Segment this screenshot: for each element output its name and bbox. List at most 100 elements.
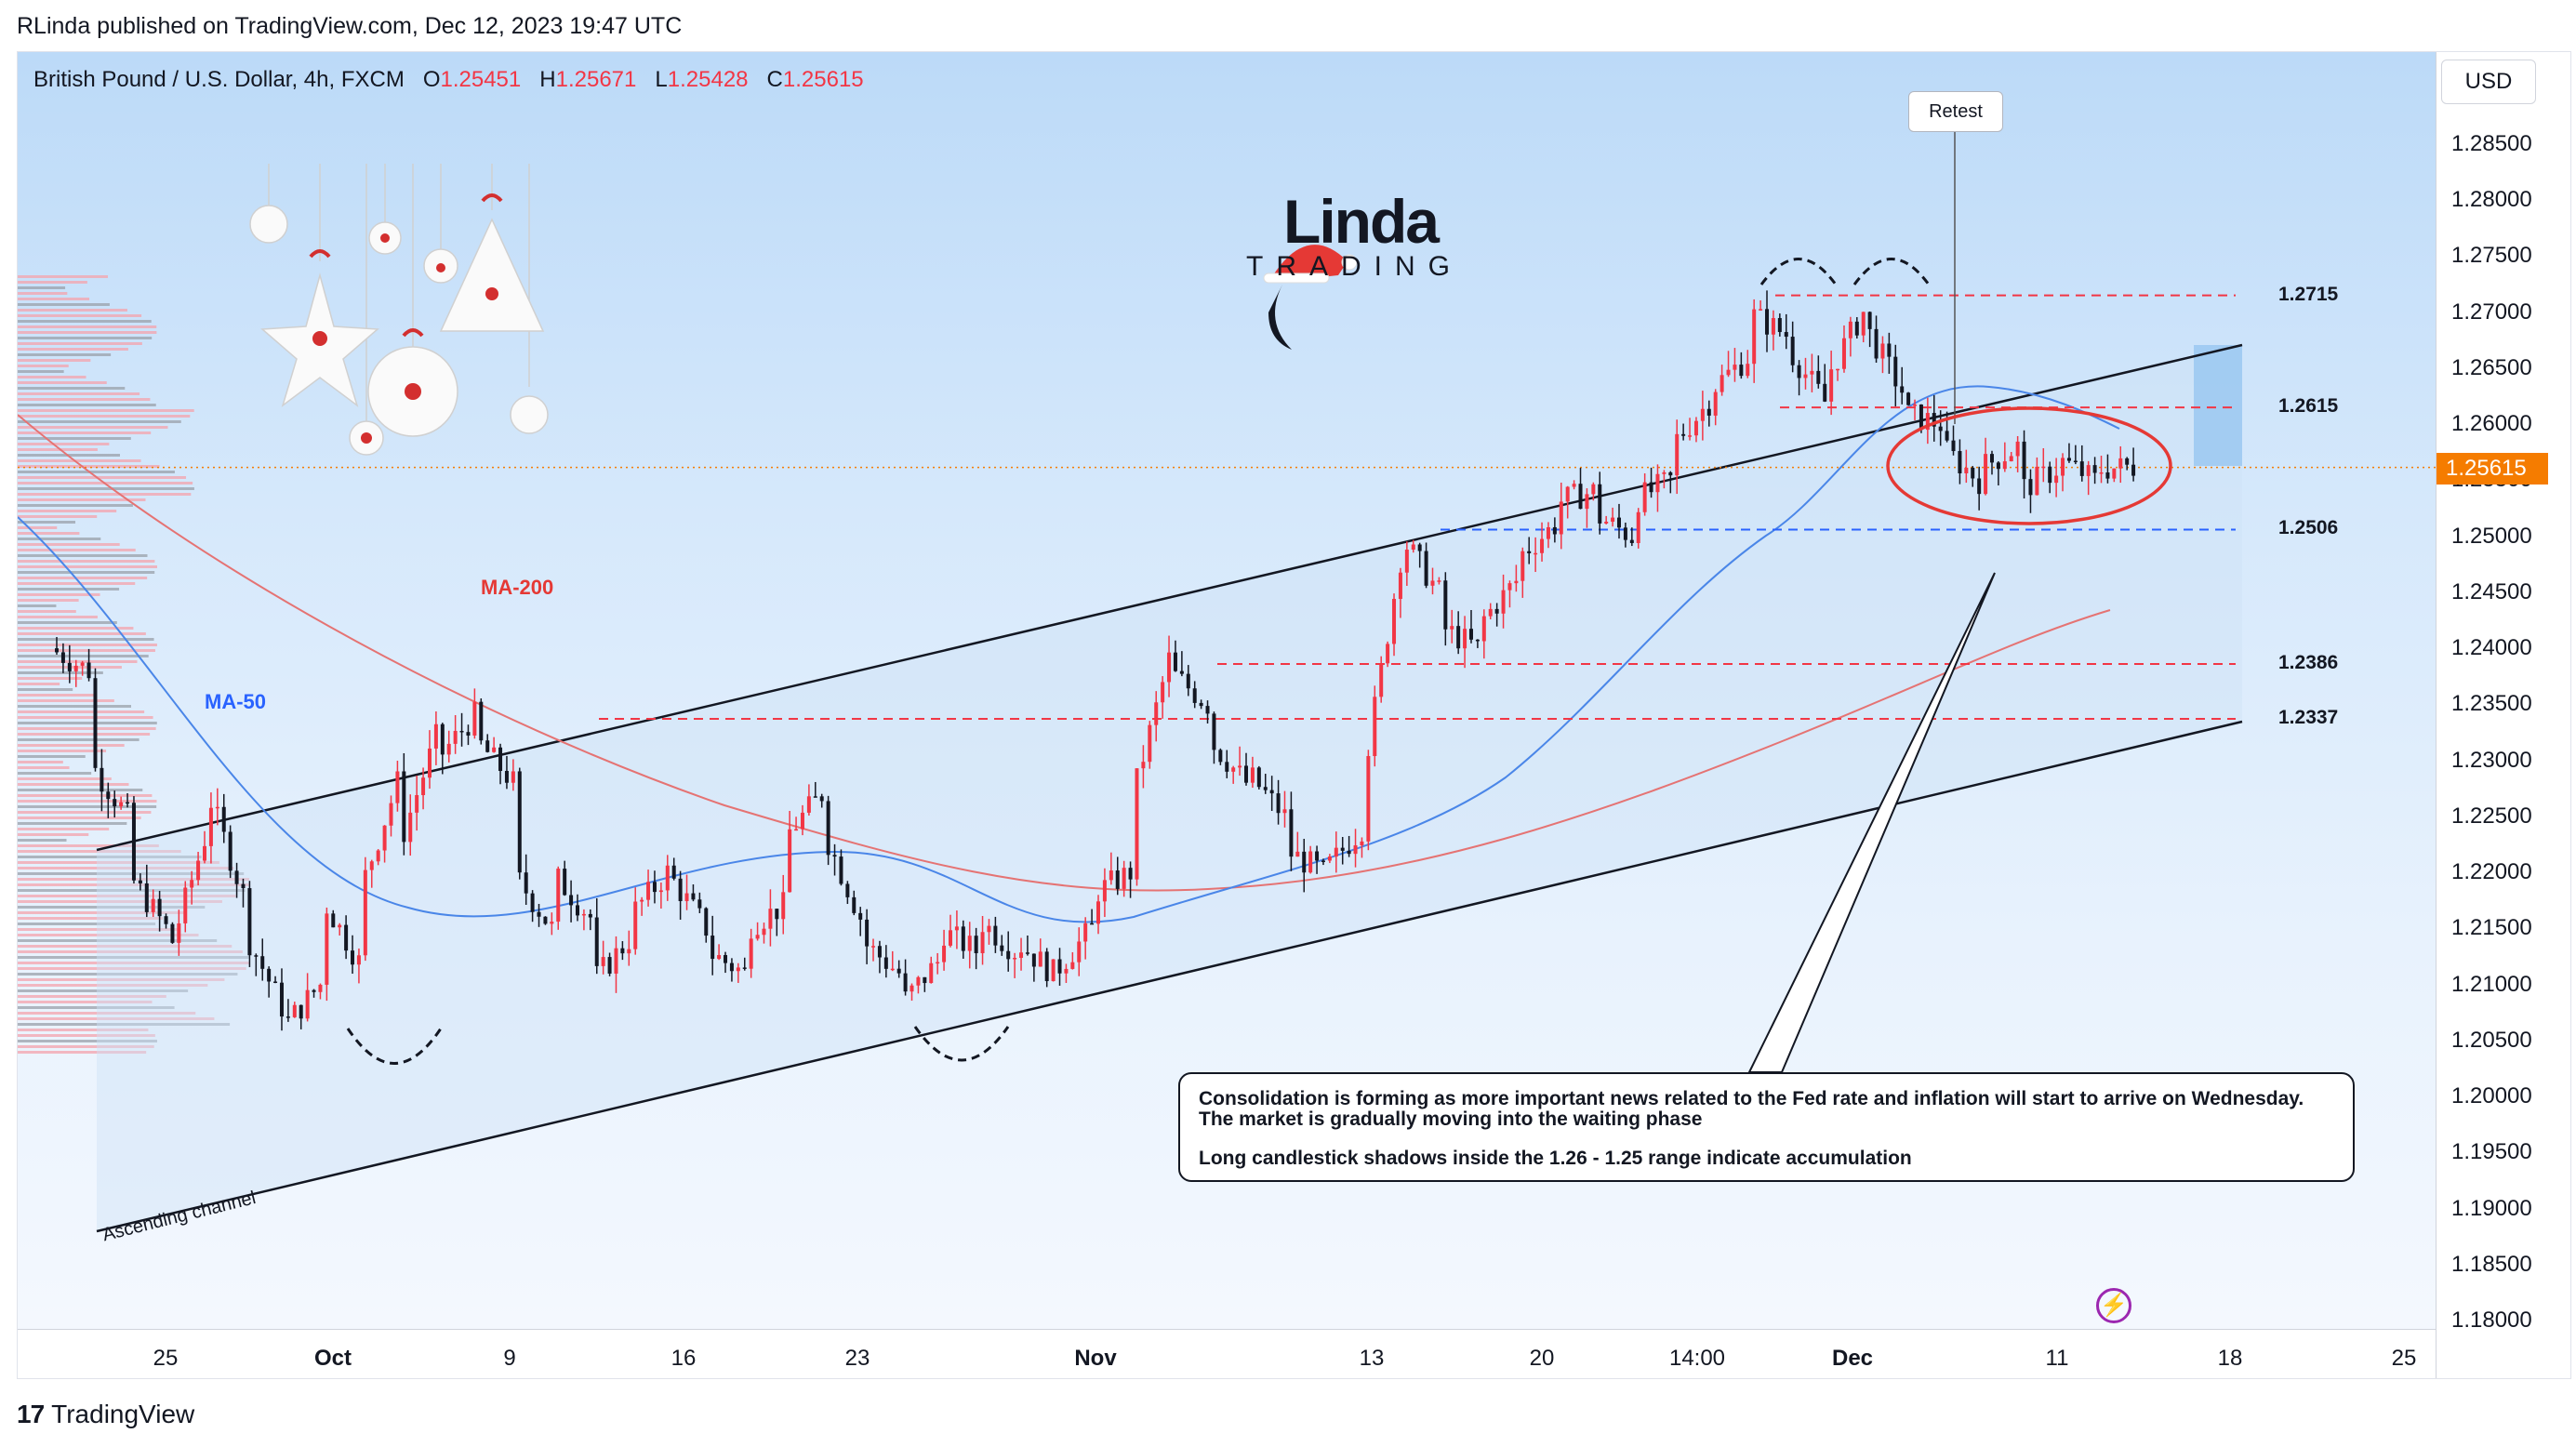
candle-body bbox=[717, 955, 722, 960]
candle-body bbox=[1463, 629, 1467, 649]
candle-body bbox=[247, 888, 252, 956]
volume-profile-bar bbox=[18, 660, 138, 663]
volume-profile-bar bbox=[18, 722, 157, 724]
candle-body bbox=[279, 982, 284, 1017]
bottom-arc-1 bbox=[346, 1028, 443, 1065]
candle-body bbox=[2112, 468, 2117, 479]
volume-profile-bar bbox=[18, 939, 218, 942]
candle-body bbox=[351, 950, 355, 965]
candle-body bbox=[1668, 471, 1673, 476]
candles bbox=[55, 290, 2136, 1031]
footer-brand[interactable]: 17 TradingView bbox=[17, 1400, 194, 1429]
candle-body bbox=[896, 968, 901, 974]
candle-body bbox=[1836, 368, 1840, 371]
close-key: C bbox=[766, 67, 783, 92]
volume-profile-bar bbox=[18, 582, 136, 585]
candle-body bbox=[1057, 959, 1062, 974]
candle-body bbox=[1141, 762, 1146, 769]
candle-body bbox=[1759, 309, 1763, 311]
candle-body bbox=[993, 925, 998, 946]
candle-body bbox=[942, 945, 947, 962]
volume-profile-bar bbox=[18, 649, 155, 652]
candle-body bbox=[1552, 526, 1557, 535]
volume-profile-bar bbox=[18, 683, 60, 685]
candle-body bbox=[2073, 460, 2078, 463]
candle-body bbox=[1623, 527, 1627, 540]
candle-body bbox=[916, 976, 921, 986]
candle-body bbox=[1527, 551, 1532, 553]
volume-profile-bar bbox=[18, 1051, 147, 1054]
candle-body bbox=[1250, 767, 1255, 783]
candle-body bbox=[736, 967, 740, 972]
candle-body bbox=[1122, 868, 1126, 889]
volume-profile-bar bbox=[18, 577, 148, 579]
candle-body bbox=[60, 652, 65, 663]
candle-body bbox=[1642, 482, 1647, 512]
volume-profile-bar bbox=[18, 314, 142, 317]
candle-body bbox=[1167, 652, 1172, 683]
candle-body bbox=[1520, 551, 1525, 581]
candle-body bbox=[2028, 479, 2033, 496]
candle-body bbox=[1803, 374, 1808, 378]
candle-body bbox=[684, 893, 689, 901]
published-line: RLinda published on TradingView.com, Dec… bbox=[17, 13, 683, 39]
time-tick: Dec bbox=[1831, 1346, 1874, 1371]
candle-body bbox=[492, 747, 497, 752]
candle-body bbox=[1404, 550, 1409, 573]
candle-body bbox=[903, 973, 908, 992]
candle-body bbox=[1494, 608, 1499, 614]
consolidation-ellipse bbox=[1886, 406, 2172, 525]
candle-body bbox=[923, 976, 927, 984]
candle-body bbox=[1148, 724, 1152, 763]
candle-body bbox=[1540, 538, 1545, 553]
candle-body bbox=[221, 806, 226, 832]
ma-200-line bbox=[18, 414, 2111, 892]
volume-profile-bar bbox=[18, 381, 107, 384]
candle-body bbox=[678, 878, 683, 901]
retest-label: Retest bbox=[1908, 91, 2003, 132]
candle-body bbox=[1971, 467, 1975, 479]
candle-body bbox=[1681, 433, 1686, 436]
candle-body bbox=[1996, 462, 2000, 470]
volume-profile-bar bbox=[18, 956, 249, 959]
chart-svg[interactable] bbox=[18, 52, 2436, 1329]
level-label: 1.2506 bbox=[2278, 517, 2339, 539]
volume-profile-bar bbox=[18, 526, 58, 529]
volume-profile-bar bbox=[18, 565, 157, 568]
candle-body bbox=[1340, 847, 1345, 851]
candle-body bbox=[1315, 851, 1320, 861]
candle-body bbox=[1726, 369, 1731, 376]
candle-body bbox=[1481, 616, 1486, 642]
candle-body bbox=[1000, 945, 1004, 951]
candle-body bbox=[1823, 383, 1827, 402]
time-tick: 18 bbox=[2217, 1346, 2243, 1371]
candle-body bbox=[1321, 860, 1325, 862]
volume-profile-bar bbox=[18, 515, 98, 518]
volume-profile-bar bbox=[18, 409, 194, 412]
volume-profile-bar bbox=[18, 1034, 155, 1037]
annotation-note-box: Consolidation is forming as more importa… bbox=[1178, 1072, 2355, 1182]
candle-body bbox=[1386, 644, 1390, 664]
volume-profile-bar bbox=[18, 498, 146, 501]
candle-body bbox=[710, 936, 715, 960]
volume-profile-bar bbox=[18, 671, 103, 674]
candle-body bbox=[729, 962, 734, 972]
price-tick: 1.23000 bbox=[2451, 747, 2532, 773]
candle-body bbox=[1263, 787, 1268, 790]
candle-body bbox=[138, 880, 142, 883]
candle-body bbox=[646, 882, 651, 900]
candle-body bbox=[697, 899, 702, 909]
candle-body bbox=[1044, 951, 1049, 982]
candle-body bbox=[1925, 413, 1930, 431]
flash-icon[interactable]: ⚡ bbox=[2096, 1288, 2131, 1323]
volume-profile bbox=[18, 275, 250, 1054]
candle-body bbox=[569, 895, 574, 906]
price-tick: 1.26500 bbox=[2451, 354, 2532, 380]
candle-body bbox=[254, 955, 259, 957]
currency-button[interactable]: USD bbox=[2441, 60, 2536, 104]
volume-profile-bar bbox=[18, 928, 179, 931]
candle-body bbox=[1919, 405, 1923, 431]
volume-profile-bar bbox=[18, 973, 238, 976]
candle-body bbox=[344, 924, 349, 951]
price-axis-separator bbox=[2436, 52, 2437, 1378]
